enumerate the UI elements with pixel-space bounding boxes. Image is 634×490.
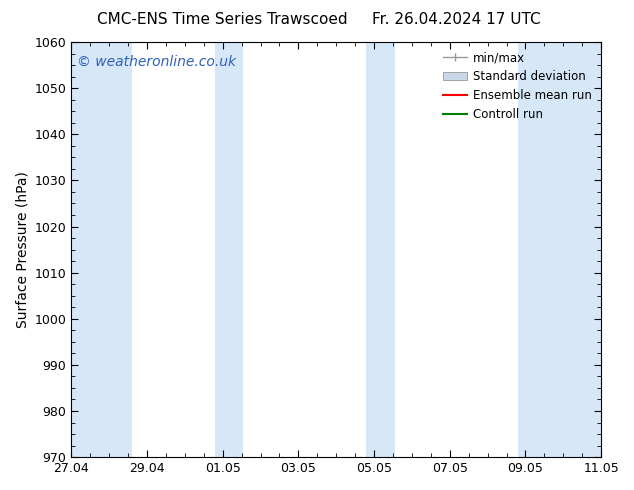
- Text: © weatheronline.co.uk: © weatheronline.co.uk: [77, 54, 236, 69]
- Text: Fr. 26.04.2024 17 UTC: Fr. 26.04.2024 17 UTC: [372, 12, 541, 27]
- Bar: [71, 42, 132, 457]
- Bar: [518, 42, 601, 457]
- Bar: [215, 42, 243, 457]
- Text: CMC-ENS Time Series Trawscoed: CMC-ENS Time Series Trawscoed: [96, 12, 347, 27]
- Bar: [366, 42, 395, 457]
- Legend: min/max, Standard deviation, Ensemble mean run, Controll run: min/max, Standard deviation, Ensemble me…: [440, 48, 595, 125]
- Y-axis label: Surface Pressure (hPa): Surface Pressure (hPa): [15, 171, 29, 328]
